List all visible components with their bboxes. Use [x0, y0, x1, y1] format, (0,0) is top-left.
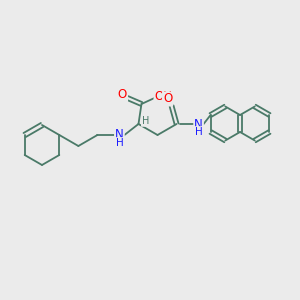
Text: H: H — [142, 116, 149, 126]
Text: H: H — [116, 138, 123, 148]
Text: O: O — [163, 92, 172, 106]
Text: N: N — [115, 128, 124, 142]
Text: OH: OH — [154, 89, 172, 103]
Text: N: N — [194, 118, 203, 130]
Text: H: H — [195, 127, 203, 137]
Text: O: O — [118, 88, 127, 101]
